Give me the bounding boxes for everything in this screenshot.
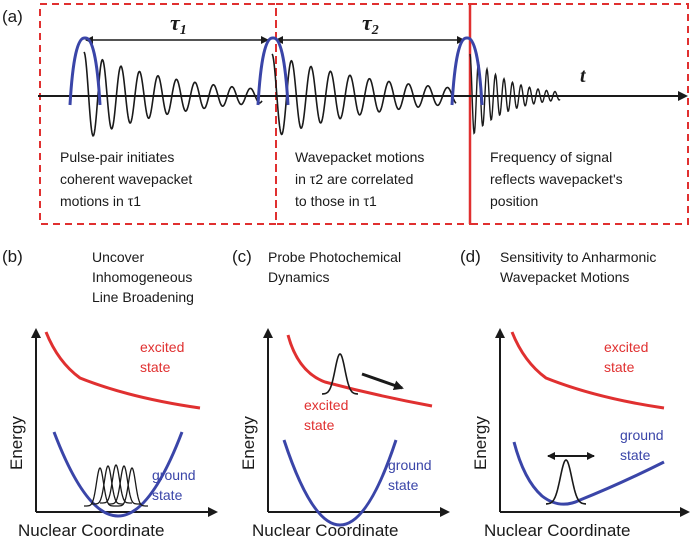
panel-d-excited-label: excited state <box>604 339 652 375</box>
panel-b-ground-curve <box>52 431 184 518</box>
panel-d-wavepacket <box>546 459 586 505</box>
panel-b-ground-label: ground state <box>152 467 199 503</box>
panel-c-ground-label: ground state <box>388 457 435 493</box>
tau1-label: τ1 <box>170 10 187 38</box>
probe-pulse <box>450 36 484 106</box>
panel-d-ground-curve <box>512 441 665 506</box>
panel-b-wavepacket-4 <box>108 465 140 505</box>
panel-b-wavepacket-5 <box>116 467 148 507</box>
panel-b-excited-label: excited state <box>140 339 188 375</box>
panel-b: (b) Uncover Inhomogeneous Line Broadenin… <box>2 247 218 540</box>
panel-c-excited-label: excited state <box>304 397 352 433</box>
panel-c: (c) Probe Photochemical Dynamics Energy … <box>232 247 450 540</box>
panel-b-ylabel: Energy <box>7 416 26 470</box>
panel-b-wavepacket-2 <box>92 465 124 505</box>
panel-b-wavepackets <box>84 464 148 507</box>
panel-a-label: (a) <box>2 7 23 26</box>
panel-c-title: Probe Photochemical Dynamics <box>268 249 405 285</box>
panel-d-ylabel: Energy <box>471 416 490 470</box>
panel-c-wavepacket <box>322 353 358 395</box>
panel-d-xlabel: Nuclear Coordinate <box>484 521 630 540</box>
pump-pulse-2 <box>256 36 290 106</box>
pulse-pair-box <box>39 3 277 225</box>
panel-b-title: Uncover Inhomogeneous Line Broadening <box>92 249 196 305</box>
emitted-signal <box>469 53 561 135</box>
panel-c-label: (c) <box>232 247 252 266</box>
box2-text: Wavepacket motions in τ2 are correlated … <box>295 149 428 209</box>
pump-pulse-1 <box>68 36 102 106</box>
panel-b-wavepacket-1 <box>84 467 116 507</box>
panel-c-xlabel: Nuclear Coordinate <box>252 521 398 540</box>
coherence-signal-1 <box>83 51 263 137</box>
box1-text: Pulse-pair initiates coherent wavepacket… <box>60 149 196 209</box>
panel-a: (a) t τ1 τ2 Pulse-pair initiates coheren… <box>2 3 689 225</box>
panel-c-excited-curve <box>286 334 433 408</box>
box3-text: Frequency of signal reflects wavepacket'… <box>490 149 627 209</box>
panel-d-ground-label: ground state <box>620 427 667 463</box>
panel-d-title: Sensitivity to Anharmonic Wavepacket Mot… <box>500 249 660 285</box>
panel-b-excited-curve <box>44 331 201 410</box>
signal-box <box>469 3 689 225</box>
panel-d: (d) Sensitivity to Anharmonic Wavepacket… <box>460 247 690 540</box>
panel-c-motion-arrow <box>361 372 404 391</box>
panel-b-xlabel: Nuclear Coordinate <box>18 521 164 540</box>
panel-c-ground-curve <box>282 439 398 527</box>
panel-c-ylabel: Energy <box>239 416 258 470</box>
panel-d-excited-curve <box>510 331 665 410</box>
panel-d-label: (d) <box>460 247 481 266</box>
time-symbol: t <box>580 65 587 87</box>
tau2-label: τ2 <box>362 10 379 38</box>
coherence-signal-2 <box>271 53 457 136</box>
panel-b-label: (b) <box>2 247 23 266</box>
panel-b-wavepacket-3 <box>100 464 132 504</box>
